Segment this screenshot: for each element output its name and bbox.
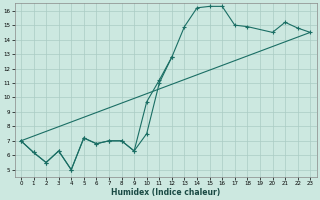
X-axis label: Humidex (Indice chaleur): Humidex (Indice chaleur)	[111, 188, 220, 197]
